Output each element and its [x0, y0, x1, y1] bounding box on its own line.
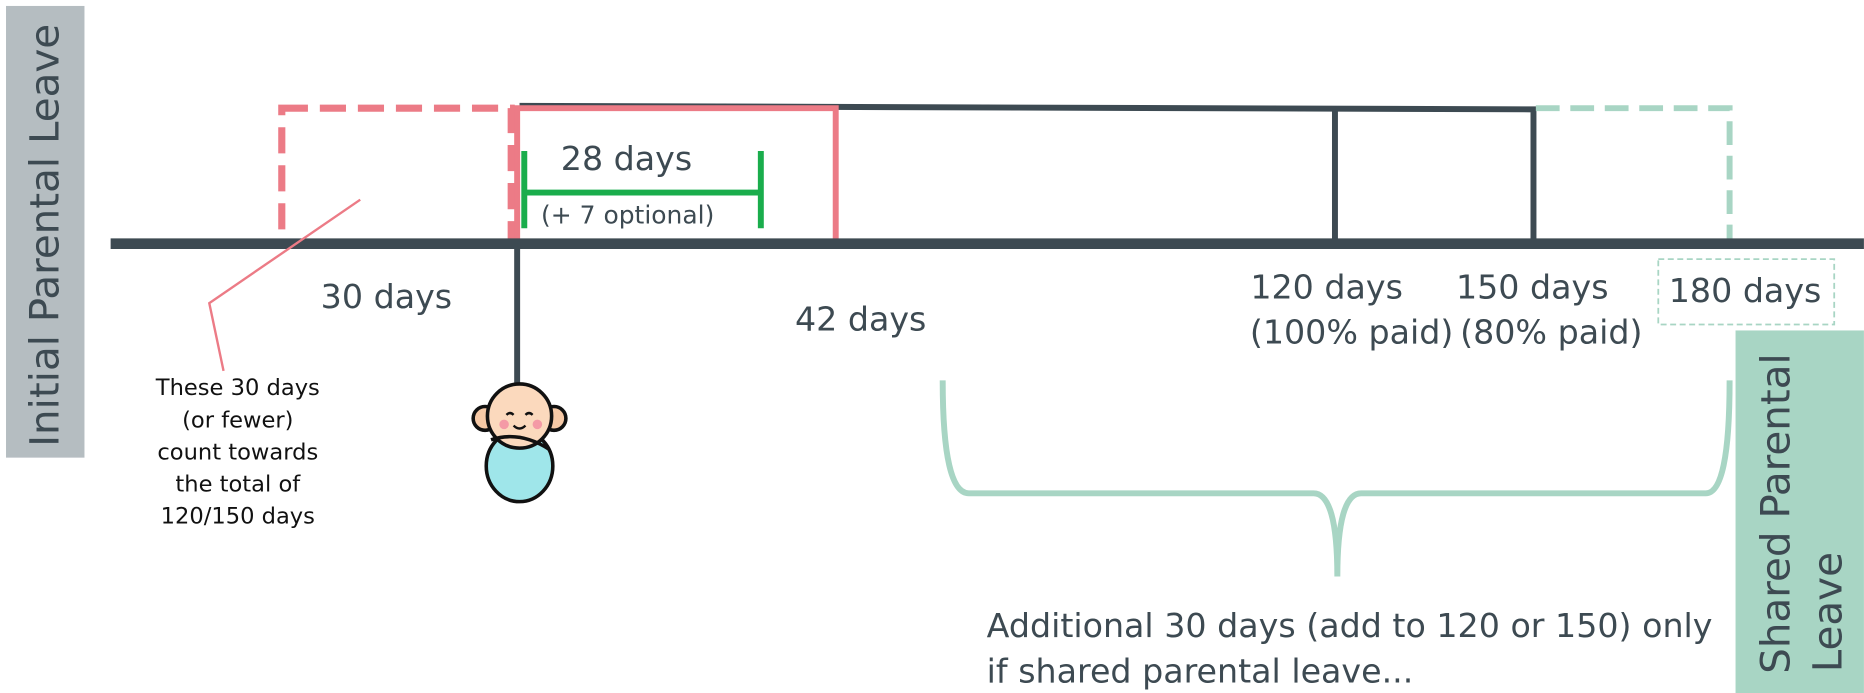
- milestone-days: 150 days: [1456, 267, 1609, 306]
- note-line: the total of: [175, 471, 301, 497]
- note-line: count towards: [157, 439, 318, 465]
- note-line: if shared parental leave...: [987, 651, 1414, 690]
- baby-icon: [473, 384, 566, 502]
- milestone-days: 120 days: [1250, 267, 1403, 306]
- mandatory-label: 28 days: [561, 139, 692, 178]
- shared-note: Additional 30 days (add to 120 or 150) o…: [987, 606, 1713, 690]
- shared-box: [1536, 108, 1730, 244]
- left-label: Initial Parental Leave: [21, 24, 69, 447]
- brace: [943, 380, 1730, 576]
- milestone-pay: (80% paid): [1460, 313, 1642, 352]
- diagram: Initial Parental Leave Shared Parental L…: [0, 0, 1864, 693]
- right-label: Leave: [1804, 552, 1852, 672]
- note-line: Additional 30 days (add to 120 or 150) o…: [987, 606, 1713, 645]
- right-label: Shared Parental: [1751, 353, 1799, 673]
- pre-birth-note: These 30 days (or fewer) count towards the …: [155, 375, 320, 529]
- pre-birth-label: 30 days: [321, 277, 452, 316]
- milestone-pay: (100% paid): [1250, 313, 1453, 352]
- page: Initial Parental Leave Shared Parental L…: [0, 0, 1864, 693]
- note-line: These 30 days: [155, 375, 320, 401]
- note-line: (or fewer): [182, 407, 293, 433]
- milestone-days: 180 days: [1669, 271, 1822, 310]
- note-line: 120/150 days: [161, 504, 315, 530]
- postnatal-label: 42 days: [795, 299, 926, 338]
- pre-birth-box: [282, 108, 511, 244]
- optional-label: (+ 7 optional): [541, 200, 714, 229]
